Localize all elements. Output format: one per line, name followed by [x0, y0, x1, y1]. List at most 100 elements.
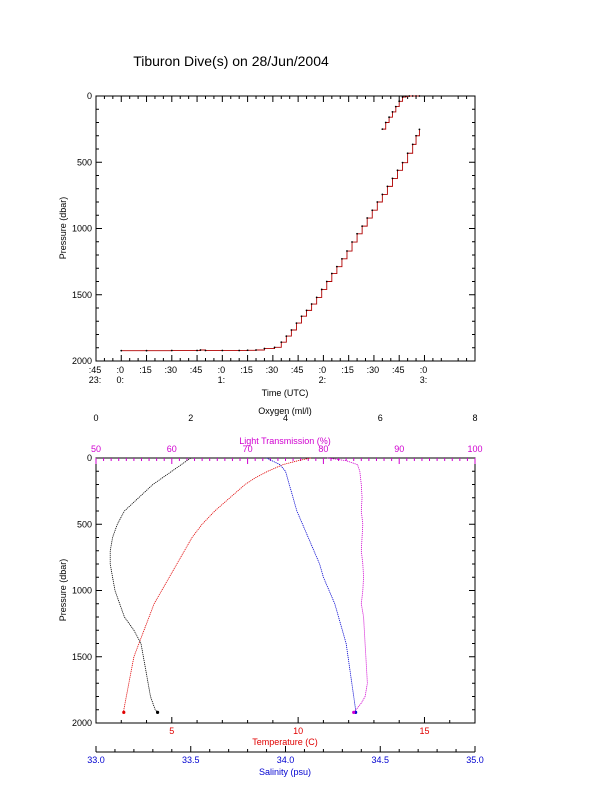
- time-y-tick-label: 2000: [72, 356, 92, 366]
- time-series-point: [120, 349, 123, 352]
- oxygen-tick-label: 4: [283, 413, 288, 423]
- profile-series: [109, 457, 368, 715]
- profile-y-tick-label: 1500: [72, 652, 92, 662]
- time-series-point: [196, 349, 198, 352]
- time-series-point: [341, 257, 343, 260]
- salinity-tick-label: 33.5: [182, 755, 200, 765]
- time-series-point: [255, 349, 257, 351]
- time-x-tick-date-label: 0:: [117, 375, 125, 385]
- time-series-point: [398, 100, 401, 103]
- time-series-point: [199, 349, 202, 351]
- time-x-tick-label: :0: [218, 365, 226, 375]
- temperature-profile-line: [123, 457, 311, 713]
- time-series-point: [415, 134, 417, 137]
- profile-y-tick-label: 500: [77, 519, 92, 529]
- time-y-ticks: 0 500 1000 1500 2000: [72, 91, 475, 366]
- time-x-tick-label: :15: [139, 365, 152, 375]
- oxygen-tick-label: 6: [378, 413, 383, 423]
- time-series-point: [315, 296, 318, 299]
- light-axis-label: Light Transmission (%): [239, 436, 331, 446]
- time-y-tick-label: 500: [77, 157, 92, 167]
- profile-ylabel: Pressure (dbar): [58, 559, 68, 622]
- time-x-tick-date-label: 1:: [218, 375, 226, 385]
- time-series-point: [415, 95, 417, 97]
- time-y-tick-label: 1500: [72, 290, 92, 300]
- time-series-point: [335, 265, 338, 268]
- time-series-point: [381, 193, 384, 196]
- temperature-axis-label: Temperature (C): [252, 737, 318, 747]
- time-x-tick-label: :15: [240, 365, 253, 375]
- time-series-point: [396, 169, 399, 172]
- time-series-point: [391, 111, 394, 113]
- light-tick-label: 100: [467, 444, 482, 454]
- salinity-profile-line: [266, 457, 357, 713]
- chart-title: Tiburon Dive(s) on 28/Jun/2004: [133, 53, 329, 69]
- time-x-tick-label: :45: [190, 365, 203, 375]
- time-series-point: [405, 95, 407, 98]
- time-series-point: [394, 105, 397, 108]
- time-series-point: [273, 346, 276, 349]
- time-series-point: [411, 143, 414, 146]
- time-series-point: [384, 121, 387, 124]
- time-series-point: [366, 217, 369, 219]
- time-series-point: [376, 201, 379, 203]
- time-series-point: [371, 209, 374, 212]
- time-x-ticks: :4523::00::15:30:45:01::15:30:45:02::15:…: [89, 96, 468, 385]
- light-profile-end-marker: [352, 710, 356, 715]
- time-series-point: [145, 349, 148, 352]
- time-series-point: [346, 250, 348, 252]
- time-x-tick-date-label: 3:: [420, 375, 428, 385]
- time-series-point: [320, 288, 323, 291]
- time-series-point: [238, 349, 241, 352]
- time-series-point: [295, 322, 298, 325]
- salinity-tick-label: 34.5: [371, 755, 389, 765]
- temperature-tick-label: 15: [419, 726, 429, 736]
- profile-panel: Pressure (dbar) Oxygen (ml/l) Light Tran…: [58, 406, 484, 777]
- time-series-point: [418, 128, 421, 131]
- time-ylabel: Pressure (dbar): [58, 197, 68, 260]
- time-series-line: [121, 129, 420, 352]
- time-x-tick-label: :30: [165, 365, 178, 375]
- time-series-point: [401, 96, 404, 98]
- light-tick-label: 90: [394, 444, 404, 454]
- profile-y-tick-label: 2000: [72, 718, 92, 728]
- time-series-point: [411, 95, 414, 97]
- oxygen-tick-label: 0: [93, 413, 98, 423]
- time-series-point: [361, 225, 364, 228]
- time-series-point: [170, 349, 173, 352]
- time-series-point: [290, 329, 293, 331]
- salinity-tick-label: 35.0: [466, 755, 484, 765]
- time-series-point: [310, 303, 313, 305]
- time-x-tick-label: :0: [319, 365, 327, 375]
- time-x-tick-label: :30: [266, 365, 279, 375]
- time-series-point: [401, 161, 404, 164]
- time-xlabel: Time (UTC): [262, 388, 309, 398]
- time-y-tick-label: 1000: [72, 224, 92, 234]
- light-tick-label: 50: [91, 444, 101, 454]
- time-x-tick-label: :45: [89, 365, 102, 375]
- oxygen-profile-end-marker: [155, 710, 160, 715]
- time-y-tick-label: 0: [87, 91, 92, 101]
- salinity-tick-label: 33.0: [87, 755, 105, 765]
- time-series-point: [381, 128, 384, 131]
- time-series-point: [280, 341, 283, 344]
- time-x-tick-date-label: 2:: [319, 375, 327, 385]
- oxygen-profile-line: [109, 457, 191, 713]
- light-profile-line: [327, 457, 368, 713]
- temperature-tick-label: 10: [293, 726, 303, 736]
- time-x-tick-label: :0: [420, 365, 428, 375]
- oxygen-tick-label: 2: [188, 413, 193, 423]
- light-tick-label: 70: [243, 444, 253, 454]
- time-series-point: [391, 177, 394, 180]
- time-series-point: [406, 152, 409, 155]
- time-series-point: [351, 241, 353, 243]
- temperature-tick-label: 5: [169, 726, 174, 736]
- time-series-point: [418, 95, 421, 97]
- time-series-point: [386, 185, 389, 188]
- time-series-point: [300, 315, 303, 318]
- time-series-point: [285, 335, 288, 337]
- profile-y-tick-label: 1000: [72, 586, 92, 596]
- time-series-point: [356, 232, 358, 235]
- time-series: [120, 95, 421, 352]
